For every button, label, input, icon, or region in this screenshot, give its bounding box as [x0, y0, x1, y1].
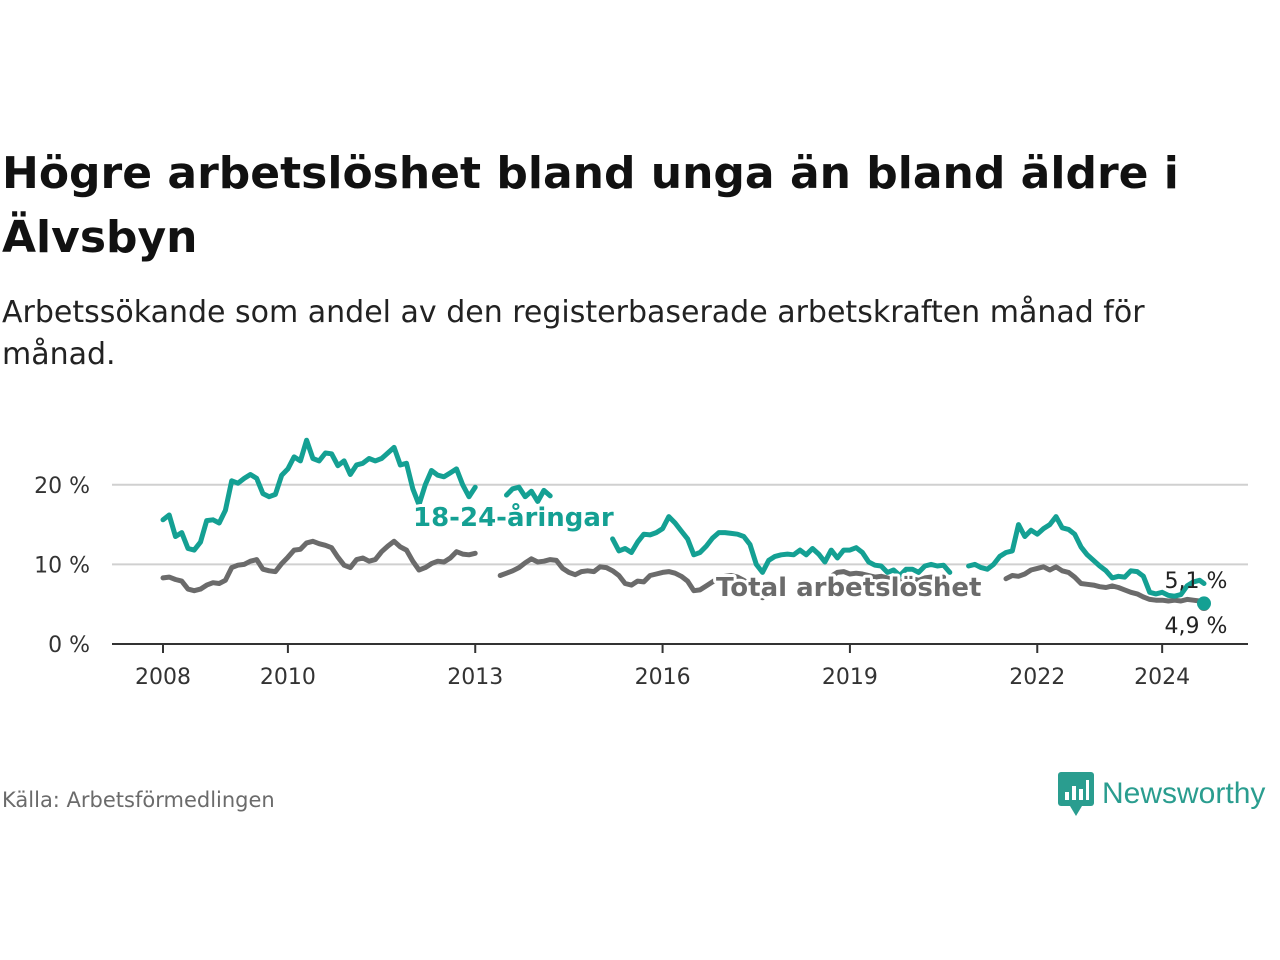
- label-total-halo: Total arbetslöshet: [716, 573, 981, 603]
- series-line-youth: [160, 437, 1207, 599]
- x-tick-label: 2022: [1009, 665, 1065, 690]
- x-tick-label: 2013: [447, 665, 503, 690]
- y-tick-label: 10 %: [34, 553, 90, 578]
- brand-name: Newsworthy: [1102, 777, 1266, 810]
- y-tick-label: 20 %: [34, 474, 90, 499]
- x-tick-label: 2019: [822, 665, 878, 690]
- source-note: Källa: Arbetsförmedlingen: [2, 788, 275, 812]
- label-youth-halo: 18-24-åringar: [413, 501, 614, 533]
- label-total: Total arbetslöshet: [716, 573, 981, 603]
- line-chart: 0 % 10 % 20 % 2008 2010 2013 2016 2019 2022 2024…: [34, 437, 1248, 690]
- x-tick-label: 2016: [635, 665, 691, 690]
- x-tick-label: 2024: [1134, 665, 1190, 690]
- brand-logo: Newsworthy: [1058, 772, 1265, 816]
- x-axis: 2008 2010 2013 2016 2019 2022 2024: [112, 643, 1248, 690]
- grid-lines: [112, 483, 1248, 566]
- label-youth: 18-24-åringar: [413, 501, 614, 533]
- series-lines: [160, 437, 1211, 611]
- y-axis-ticks: 0 % 10 % 20 %: [34, 474, 90, 658]
- end-label-youth: 5,1 %: [1165, 569, 1228, 594]
- end-label-total: 4,9 %: [1165, 614, 1228, 639]
- series-line-total: [160, 538, 1207, 608]
- x-tick-label: 2010: [260, 665, 316, 690]
- chart-subtitle: Arbetssökande som andel av den registerb…: [2, 295, 1145, 372]
- chart-title: Högre arbetslöshet bland unga än bland ä…: [2, 148, 1179, 263]
- end-point-youth: [1197, 596, 1211, 611]
- x-tick-label: 2008: [135, 665, 191, 690]
- y-tick-label: 0 %: [48, 633, 90, 658]
- bar-chart-icon: [1058, 772, 1094, 816]
